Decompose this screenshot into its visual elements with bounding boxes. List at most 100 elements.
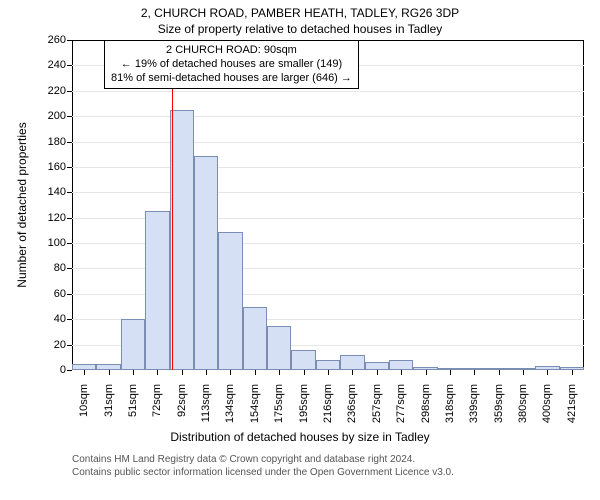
ytick-mark xyxy=(67,243,72,244)
histogram-bar xyxy=(267,326,291,370)
ytick-label: 100 xyxy=(48,237,66,249)
annotation-line3: 81% of semi-detached houses are larger (… xyxy=(111,72,352,86)
xtick-mark xyxy=(426,370,427,375)
xtick-label: 154sqm xyxy=(249,384,261,423)
xtick-mark xyxy=(157,370,158,375)
xtick-mark xyxy=(84,370,85,375)
ytick-mark xyxy=(67,40,72,41)
xtick-mark xyxy=(133,370,134,375)
chart-container: 2, CHURCH ROAD, PAMBER HEATH, TADLEY, RG… xyxy=(0,0,600,500)
xtick-mark xyxy=(230,370,231,375)
histogram-bar xyxy=(121,319,145,370)
ytick-label: 0 xyxy=(60,364,66,376)
ytick-label: 60 xyxy=(54,288,66,300)
chart-title-address: 2, CHURCH ROAD, PAMBER HEATH, TADLEY, RG… xyxy=(0,6,600,20)
xtick-mark xyxy=(182,370,183,375)
xtick-label: 380sqm xyxy=(517,384,529,423)
histogram-bar xyxy=(194,156,218,371)
ytick-mark xyxy=(67,370,72,371)
footer-line1: Contains HM Land Registry data © Crown c… xyxy=(72,454,454,467)
histogram-bar xyxy=(389,360,413,370)
histogram-bar xyxy=(291,350,315,370)
grid-line xyxy=(72,192,584,193)
xtick-label: 236sqm xyxy=(346,384,358,423)
xtick-label: 175sqm xyxy=(273,384,285,423)
ytick-mark xyxy=(67,218,72,219)
xtick-mark xyxy=(523,370,524,375)
ytick-mark xyxy=(67,319,72,320)
histogram-bar xyxy=(145,211,169,370)
xtick-label: 113sqm xyxy=(200,384,212,422)
ytick-label: 200 xyxy=(48,110,66,122)
xtick-mark xyxy=(450,370,451,375)
xtick-mark xyxy=(206,370,207,375)
grid-line xyxy=(72,167,584,168)
xtick-mark xyxy=(279,370,280,375)
xtick-label: 339sqm xyxy=(468,384,480,423)
reference-line xyxy=(172,40,173,370)
xtick-label: 257sqm xyxy=(371,384,383,423)
xtick-mark xyxy=(377,370,378,375)
xtick-label: 51sqm xyxy=(127,384,139,417)
xtick-mark xyxy=(352,370,353,375)
ytick-label: 20 xyxy=(54,339,66,351)
xtick-mark xyxy=(304,370,305,375)
xtick-label: 400sqm xyxy=(541,384,553,423)
xtick-mark xyxy=(401,370,402,375)
xtick-mark xyxy=(572,370,573,375)
ytick-mark xyxy=(67,167,72,168)
ytick-label: 140 xyxy=(48,186,66,198)
grid-line xyxy=(72,116,584,117)
histogram-bar xyxy=(340,355,364,370)
ytick-mark xyxy=(67,192,72,193)
histogram-bar xyxy=(218,232,242,370)
grid-line xyxy=(72,91,584,92)
x-axis-label: Distribution of detached houses by size … xyxy=(0,430,600,444)
ytick-mark xyxy=(67,345,72,346)
xtick-mark xyxy=(474,370,475,375)
ytick-mark xyxy=(67,116,72,117)
histogram-bar xyxy=(365,362,389,370)
ytick-label: 40 xyxy=(54,313,66,325)
plot-area: 02040608010012014016018020022024026010sq… xyxy=(72,40,584,370)
ytick-mark xyxy=(67,91,72,92)
xtick-mark xyxy=(547,370,548,375)
xtick-mark xyxy=(255,370,256,375)
xtick-label: 72sqm xyxy=(151,384,163,417)
histogram-bar xyxy=(243,307,267,370)
chart-subtitle: Size of property relative to detached ho… xyxy=(0,22,600,36)
ytick-mark xyxy=(67,142,72,143)
ytick-label: 80 xyxy=(54,262,66,274)
histogram-bar xyxy=(170,110,194,370)
xtick-label: 216sqm xyxy=(322,384,334,423)
xtick-label: 421sqm xyxy=(566,384,578,423)
footer-line2: Contains public sector information licen… xyxy=(72,467,454,480)
xtick-mark xyxy=(328,370,329,375)
ytick-label: 240 xyxy=(48,59,66,71)
ytick-mark xyxy=(67,65,72,66)
grid-line xyxy=(72,142,584,143)
xtick-label: 31sqm xyxy=(103,384,115,417)
ytick-mark xyxy=(67,294,72,295)
xtick-label: 359sqm xyxy=(493,384,505,423)
xtick-label: 277sqm xyxy=(395,384,407,423)
annotation-box: 2 CHURCH ROAD: 90sqm ← 19% of detached h… xyxy=(104,40,359,89)
ytick-label: 220 xyxy=(48,85,66,97)
xtick-label: 298sqm xyxy=(420,384,432,423)
xtick-label: 92sqm xyxy=(176,384,188,417)
ytick-label: 180 xyxy=(48,136,66,148)
ytick-label: 120 xyxy=(48,212,66,224)
xtick-label: 318sqm xyxy=(444,384,456,423)
xtick-label: 195sqm xyxy=(298,384,310,423)
footer-attribution: Contains HM Land Registry data © Crown c… xyxy=(72,454,454,479)
annotation-line1: 2 CHURCH ROAD: 90sqm xyxy=(111,44,352,58)
ytick-label: 260 xyxy=(48,34,66,46)
y-axis-label: Number of detached properties xyxy=(15,122,29,287)
xtick-label: 134sqm xyxy=(224,384,236,423)
xtick-mark xyxy=(109,370,110,375)
annotation-line2: ← 19% of detached houses are smaller (14… xyxy=(111,58,352,72)
ytick-label: 160 xyxy=(48,161,66,173)
xtick-label: 10sqm xyxy=(78,384,90,417)
ytick-mark xyxy=(67,268,72,269)
histogram-bar xyxy=(316,360,340,370)
